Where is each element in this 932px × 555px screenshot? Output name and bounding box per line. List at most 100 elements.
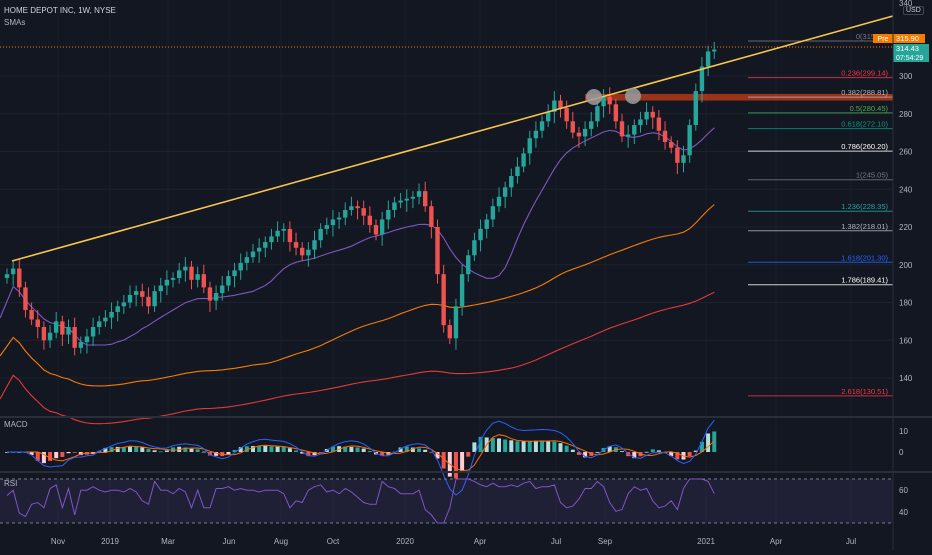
macd-histogram-bar[interactable] xyxy=(540,440,545,452)
candle-up[interactable] xyxy=(386,210,391,220)
candle-up[interactable] xyxy=(601,96,606,107)
candle-up[interactable] xyxy=(226,276,231,286)
macd-histogram-bar[interactable] xyxy=(134,446,139,452)
candle-down[interactable] xyxy=(570,121,575,133)
macd-histogram-bar[interactable] xyxy=(287,448,292,452)
macd-histogram-bar[interactable] xyxy=(552,441,557,452)
candle-up[interactable] xyxy=(712,49,717,52)
candle-up[interactable] xyxy=(466,255,471,275)
macd-histogram-bar[interactable] xyxy=(576,452,581,455)
candle-up[interactable] xyxy=(152,291,157,307)
candle-down[interactable] xyxy=(662,130,668,143)
candle-up[interactable] xyxy=(250,251,256,258)
macd-histogram-bar[interactable] xyxy=(54,452,59,459)
candle-down[interactable] xyxy=(447,325,452,339)
macd-histogram-bar[interactable] xyxy=(66,452,71,454)
macd-histogram-bar[interactable] xyxy=(220,452,225,457)
candle-down[interactable] xyxy=(373,225,379,235)
candle-down[interactable] xyxy=(17,268,22,288)
last-price-badge[interactable] xyxy=(893,44,929,62)
macd-histogram-bar[interactable] xyxy=(706,433,711,452)
macd-histogram-bar[interactable] xyxy=(189,448,194,452)
macd-histogram-bar[interactable] xyxy=(41,452,46,464)
macd-histogram-bar[interactable] xyxy=(294,450,299,452)
candle-down[interactable] xyxy=(650,111,655,118)
macd-histogram-bar[interactable] xyxy=(515,441,520,452)
macd-histogram-bar[interactable] xyxy=(238,447,243,452)
macd-histogram-bar[interactable] xyxy=(626,452,631,457)
rsi-line[interactable] xyxy=(6,478,715,524)
macd-histogram-bar[interactable] xyxy=(361,448,366,452)
candle-down[interactable] xyxy=(41,327,47,341)
macd-histogram-bar[interactable] xyxy=(656,450,661,452)
macd-histogram-bar[interactable] xyxy=(103,447,108,452)
macd-histogram-bar[interactable] xyxy=(546,440,551,452)
macd-histogram-bar[interactable] xyxy=(269,446,274,452)
macd-histogram-bar[interactable] xyxy=(503,439,508,452)
macd-histogram-bar[interactable] xyxy=(558,443,563,452)
macd-histogram-bar[interactable] xyxy=(466,452,471,457)
candle-down[interactable] xyxy=(189,266,194,280)
candle-down[interactable] xyxy=(287,228,293,243)
sma-mid-line[interactable] xyxy=(0,204,715,387)
candle-up[interactable] xyxy=(238,262,243,271)
macd-histogram-bar[interactable] xyxy=(699,441,704,452)
candle-up[interactable] xyxy=(177,270,182,278)
candle-up[interactable] xyxy=(158,285,163,292)
macd-histogram-bar[interactable] xyxy=(349,446,354,452)
candle-up[interactable] xyxy=(281,228,286,231)
macd-histogram-bar[interactable] xyxy=(380,452,385,456)
candle-up[interactable] xyxy=(404,198,409,201)
candle-down[interactable] xyxy=(29,310,34,320)
candle-up[interactable] xyxy=(625,134,631,137)
candle-up[interactable] xyxy=(103,317,108,322)
candle-down[interactable] xyxy=(300,247,305,256)
candle-up[interactable] xyxy=(644,111,649,120)
macd-histogram-bar[interactable] xyxy=(675,452,680,460)
macd-histogram-bar[interactable] xyxy=(29,452,34,455)
macd-histogram-bar[interactable] xyxy=(306,452,311,457)
macd-histogram-bar[interactable] xyxy=(109,447,114,452)
candle-down[interactable] xyxy=(293,242,299,248)
candle-up[interactable] xyxy=(47,332,53,341)
macd-histogram-bar[interactable] xyxy=(183,447,188,452)
currency-label[interactable]: USD xyxy=(903,6,924,15)
candle-up[interactable] xyxy=(4,274,10,278)
candle-up[interactable] xyxy=(195,274,200,280)
candle-up[interactable] xyxy=(84,336,90,343)
macd-line[interactable] xyxy=(7,419,715,496)
macd-histogram-bar[interactable] xyxy=(693,450,698,452)
candle-up[interactable] xyxy=(632,125,637,135)
candle-up[interactable] xyxy=(109,311,114,318)
macd-signal-line[interactable] xyxy=(7,434,715,472)
candle-up[interactable] xyxy=(127,294,133,303)
candle-down[interactable] xyxy=(656,117,662,131)
candle-up[interactable] xyxy=(515,166,520,177)
macd-histogram-bar[interactable] xyxy=(312,452,317,456)
candle-up[interactable] xyxy=(539,121,545,131)
macd-histogram-bar[interactable] xyxy=(281,446,286,452)
candle-up[interactable] xyxy=(213,293,219,301)
macd-histogram-bar[interactable] xyxy=(509,440,514,452)
macd-histogram-bar[interactable] xyxy=(460,452,465,472)
macd-histogram-bar[interactable] xyxy=(115,446,120,452)
macd-histogram-bar[interactable] xyxy=(533,440,538,452)
macd-histogram-bar[interactable] xyxy=(392,451,397,453)
touch-point-marker[interactable] xyxy=(586,89,602,105)
macd-histogram-bar[interactable] xyxy=(607,446,612,452)
candle-down[interactable] xyxy=(35,319,40,328)
macd-histogram-bar[interactable] xyxy=(207,452,212,456)
macd-histogram-bar[interactable] xyxy=(60,452,65,457)
candle-up[interactable] xyxy=(459,274,465,307)
macd-histogram-bar[interactable] xyxy=(128,446,132,452)
macd-histogram-bar[interactable] xyxy=(583,452,588,458)
candle-up[interactable] xyxy=(410,196,416,199)
macd-histogram-bar[interactable] xyxy=(620,451,624,452)
candle-up[interactable] xyxy=(472,240,477,256)
macd-histogram-bar[interactable] xyxy=(570,449,575,452)
macd-histogram-bar[interactable] xyxy=(164,450,169,452)
candle-down[interactable] xyxy=(564,108,569,122)
candle-down[interactable] xyxy=(60,321,65,335)
macd-histogram-bar[interactable] xyxy=(712,431,717,452)
candle-up[interactable] xyxy=(66,327,71,335)
